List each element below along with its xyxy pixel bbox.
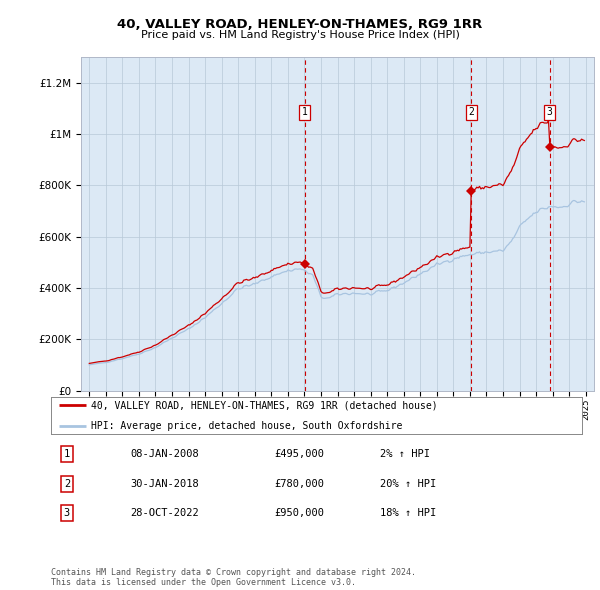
Text: 28-OCT-2022: 28-OCT-2022: [131, 509, 199, 518]
Text: 1: 1: [64, 450, 70, 459]
Text: 1: 1: [302, 107, 308, 117]
Text: 3: 3: [547, 107, 553, 117]
Text: 30-JAN-2018: 30-JAN-2018: [131, 479, 199, 489]
Text: Contains HM Land Registry data © Crown copyright and database right 2024.
This d: Contains HM Land Registry data © Crown c…: [51, 568, 416, 587]
Text: Price paid vs. HM Land Registry's House Price Index (HPI): Price paid vs. HM Land Registry's House …: [140, 30, 460, 40]
Text: £780,000: £780,000: [274, 479, 324, 489]
Text: 20% ↑ HPI: 20% ↑ HPI: [380, 479, 436, 489]
Text: 18% ↑ HPI: 18% ↑ HPI: [380, 509, 436, 518]
Text: 40, VALLEY ROAD, HENLEY-ON-THAMES, RG9 1RR (detached house): 40, VALLEY ROAD, HENLEY-ON-THAMES, RG9 1…: [91, 400, 437, 410]
Text: £495,000: £495,000: [274, 450, 324, 459]
Text: 08-JAN-2008: 08-JAN-2008: [131, 450, 199, 459]
Text: 2% ↑ HPI: 2% ↑ HPI: [380, 450, 430, 459]
Text: 3: 3: [64, 509, 70, 518]
Text: 2: 2: [64, 479, 70, 489]
Text: 2: 2: [469, 107, 474, 117]
Text: HPI: Average price, detached house, South Oxfordshire: HPI: Average price, detached house, Sout…: [91, 421, 402, 431]
Text: 40, VALLEY ROAD, HENLEY-ON-THAMES, RG9 1RR: 40, VALLEY ROAD, HENLEY-ON-THAMES, RG9 1…: [118, 18, 482, 31]
Text: £950,000: £950,000: [274, 509, 324, 518]
